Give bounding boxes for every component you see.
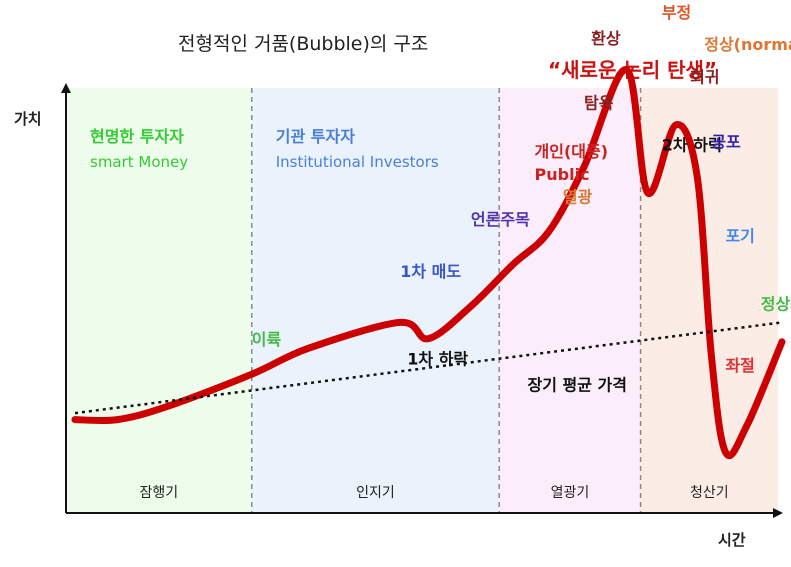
annotation-label: 부정 [662, 3, 691, 22]
annotation-label: 이륙 [252, 330, 282, 349]
annotation-label: 정상(normal) [704, 35, 791, 54]
annotation-label: 정상화 [761, 294, 791, 313]
annotation-label: 회귀 [690, 68, 719, 87]
annotation-label: Public [535, 165, 590, 184]
investor-label-ko: 기관 투자자 [276, 127, 355, 146]
investor-labels: 현명한 투자자 smart Money 기관 투자자 Institutional In… [90, 127, 439, 171]
investor-label-en: Institutional Investors [276, 153, 439, 171]
annotation-label: 1차 매도 [400, 262, 461, 281]
annotation-label: 공포 [711, 132, 741, 151]
phase-band [66, 88, 252, 513]
phase-label: 청산기 [690, 485, 729, 501]
phase-label: 인지기 [356, 485, 395, 501]
annotation-label: 개인(대중) [535, 142, 609, 161]
phase-label: 잠행기 [140, 485, 179, 501]
annotation-label: 언론주목 [471, 210, 530, 229]
phase-band [499, 88, 641, 513]
chart-title: 전형적인 거품(Bubble)의 구조 [178, 33, 428, 55]
price-line [71, 66, 786, 460]
annotation-label: 열광 [563, 188, 593, 207]
x-axis-label: 시간 [718, 531, 746, 549]
series-lines [71, 66, 786, 460]
annotation-label: 환상 [591, 29, 621, 48]
phase-labels: 잠행기 인지기 열광기 청산기 [140, 485, 729, 501]
investor-label-ko: 현명한 투자자 [90, 127, 184, 146]
phase-band [251, 88, 500, 513]
annotation-label: 1차 하락 [407, 350, 468, 369]
annotation-label: 2차 하락 [662, 136, 723, 155]
annotation-label: 좌절 [725, 356, 754, 375]
annotation-label: 탐욕 [584, 94, 614, 113]
phase-label: 열광기 [551, 485, 590, 501]
investor-label-en: smart Money [90, 153, 188, 171]
annotation-label: 장기 평균 가격 [527, 375, 626, 394]
y-axis-label: 가치 [14, 110, 42, 128]
annotation-label: 포기 [725, 226, 754, 245]
